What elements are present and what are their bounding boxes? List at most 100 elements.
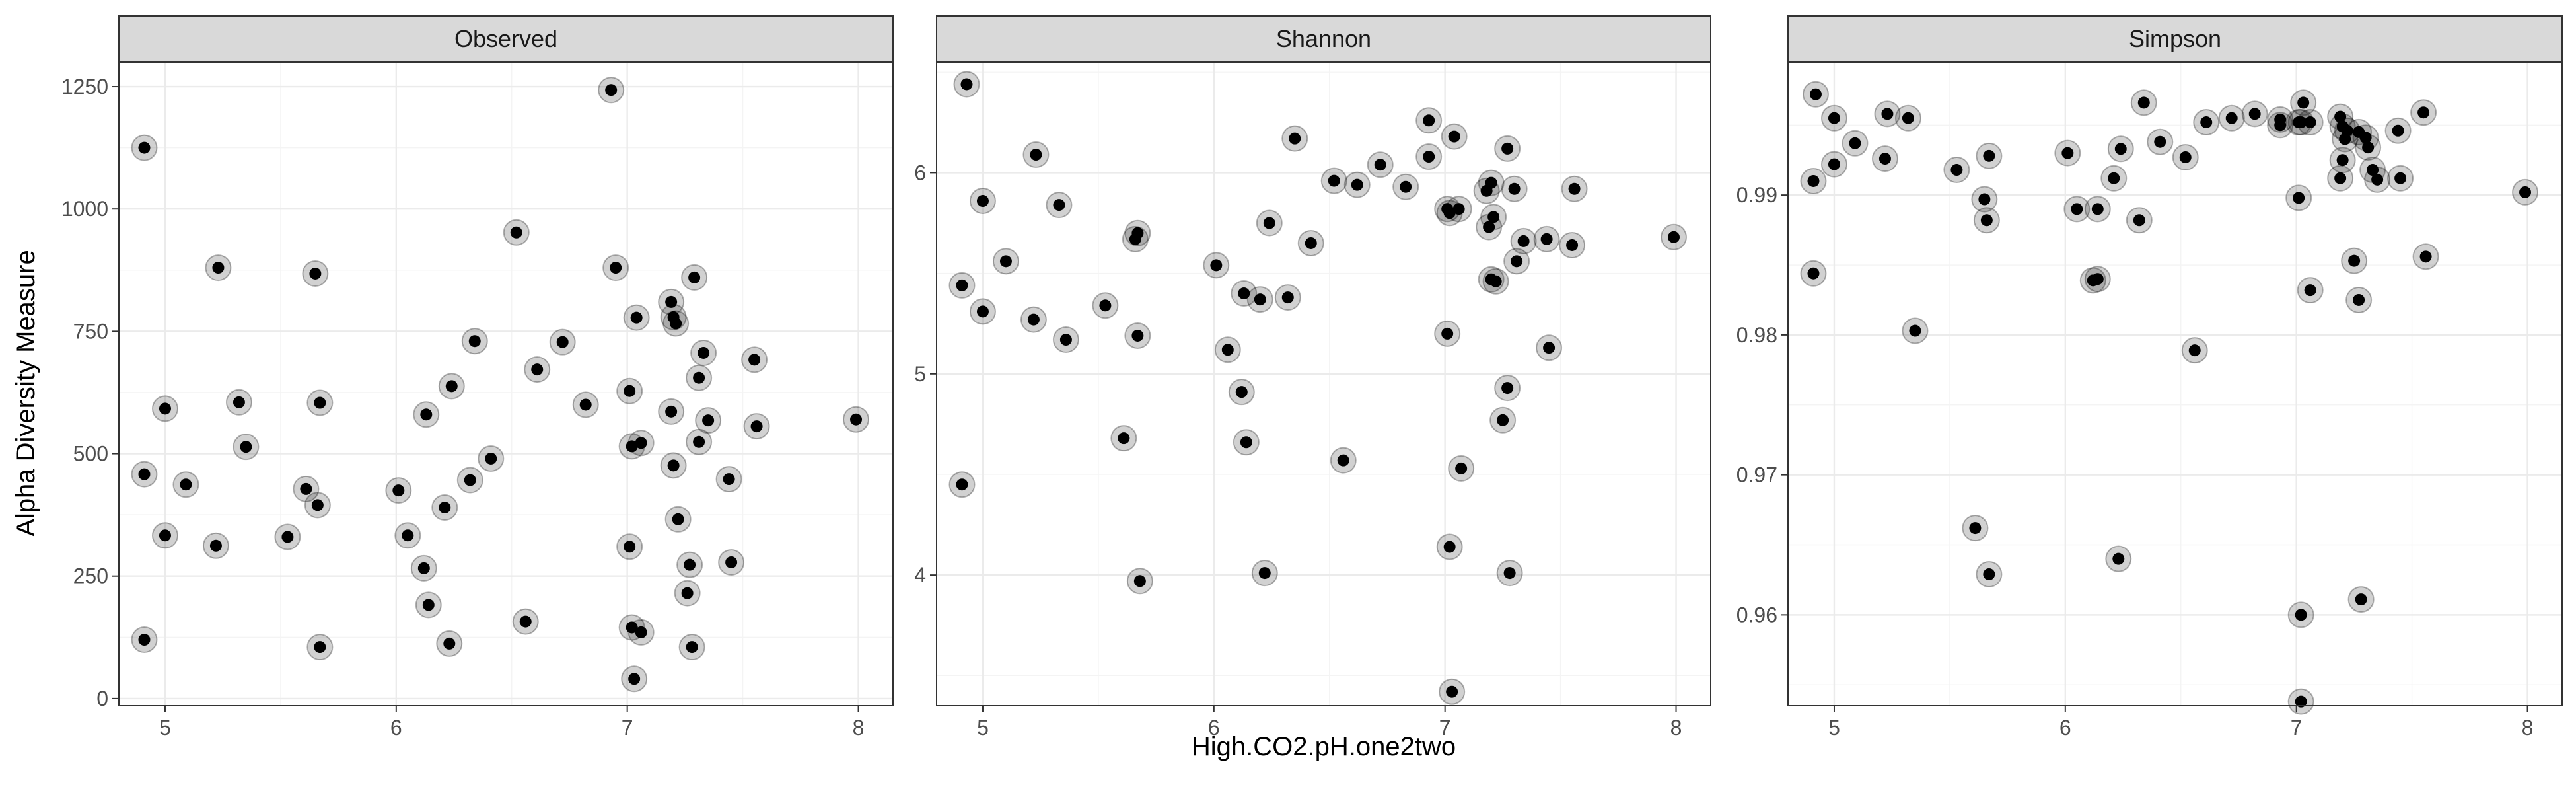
data-point [602, 254, 629, 282]
data-point-marker [579, 398, 592, 411]
data-point [658, 288, 685, 315]
y-axis-title: Alpha Diversity Measure [11, 250, 40, 537]
y-tick-label: 0.99 [1736, 183, 1777, 207]
data-point-marker [1258, 567, 1271, 580]
data-point [151, 395, 178, 422]
data-point [690, 339, 717, 366]
data-point-marker [1909, 324, 1921, 337]
data-point-marker [314, 641, 326, 654]
panel-background-simpson [1788, 62, 2562, 706]
data-point [1020, 306, 1047, 333]
data-point [2410, 99, 2437, 126]
data-point-marker [1455, 462, 1468, 474]
data-point [678, 634, 705, 661]
data-point [623, 304, 650, 331]
data-point [2355, 134, 2382, 161]
data-point [686, 428, 713, 455]
data-point-marker [635, 626, 647, 638]
data-point [431, 494, 458, 521]
data-point-marker [2071, 203, 2083, 215]
data-point [621, 665, 648, 693]
data-point-marker [300, 482, 312, 495]
data-point-marker [1238, 287, 1250, 300]
data-point-marker [693, 371, 705, 384]
data-point [674, 580, 701, 607]
data-point-marker [1566, 239, 1579, 251]
data-point [1820, 104, 1847, 132]
data-point-marker [1448, 130, 1460, 143]
data-point-marker [1983, 149, 1995, 162]
data-point [1943, 157, 1970, 184]
x-tick-label: 8 [1670, 716, 1682, 739]
data-point-marker [2367, 164, 2379, 176]
data-point [1478, 169, 1505, 196]
data-point-marker [2417, 106, 2430, 119]
data-point-marker [1881, 108, 1894, 120]
data-point-marker [1668, 231, 1680, 243]
data-point [1482, 268, 1509, 295]
data-point [394, 522, 421, 549]
data-point-marker [1807, 267, 1820, 280]
data-point [503, 219, 530, 246]
data-point [1124, 322, 1151, 349]
data-point-marker [1053, 199, 1065, 211]
data-point [1214, 336, 1241, 363]
y-tick-label: 0.98 [1736, 323, 1777, 347]
data-point [1124, 219, 1151, 246]
data-point [151, 522, 178, 549]
x-tick-label: 7 [622, 716, 633, 739]
data-point-marker [1828, 158, 1840, 170]
x-tick-label: 6 [2059, 716, 2071, 739]
data-point-marker [2334, 110, 2347, 123]
data-point [302, 260, 329, 287]
data-point [1231, 280, 1258, 307]
data-point [676, 551, 703, 578]
data-point [1501, 175, 1528, 202]
data-point-marker [1568, 182, 1581, 195]
data-point [2084, 196, 2111, 223]
data-point-marker [2137, 96, 2150, 109]
data-point [969, 188, 996, 215]
data-point [686, 364, 713, 391]
data-point-marker [688, 271, 701, 283]
data-point-marker [850, 413, 863, 426]
data-point-marker [2297, 96, 2310, 109]
data-point [1902, 317, 1929, 344]
data-point-marker [1950, 164, 1963, 176]
data-point-marker [1487, 211, 1500, 223]
data-point-marker [2179, 151, 2192, 163]
data-point-marker [2200, 116, 2213, 129]
data-point [1126, 568, 1153, 595]
data-point-marker [1374, 159, 1386, 171]
data-point-marker [693, 435, 705, 448]
data-point [306, 634, 334, 661]
data-point-marker [1983, 568, 1995, 580]
data-point-marker [1443, 207, 1456, 219]
data-point [1800, 260, 1827, 287]
data-point [2241, 100, 2268, 128]
data-point [1842, 130, 1869, 157]
data-point [1874, 100, 1901, 128]
data-point-marker [314, 397, 326, 409]
data-point-marker [2304, 116, 2316, 129]
data-point-marker [1351, 178, 1363, 191]
data-point-marker [556, 336, 569, 348]
data-point [2327, 165, 2354, 192]
data-point [2512, 178, 2539, 206]
data-point [1894, 104, 1921, 132]
data-point-marker [1131, 227, 1144, 239]
data-point [616, 533, 643, 560]
data-point-marker [2394, 172, 2407, 184]
data-point-marker [1099, 299, 1112, 312]
data-point-marker [2091, 273, 2104, 285]
data-point [2329, 147, 2356, 174]
data-point [1494, 135, 1521, 162]
data-point-marker [1809, 88, 1822, 100]
panel-border-shannon [936, 61, 1711, 706]
data-point-marker [159, 529, 171, 542]
data-point-marker [531, 363, 544, 376]
data-point [131, 626, 158, 654]
data-point-marker [681, 587, 694, 599]
data-point [2107, 135, 2134, 163]
y-tick-label: 1000 [61, 197, 108, 221]
